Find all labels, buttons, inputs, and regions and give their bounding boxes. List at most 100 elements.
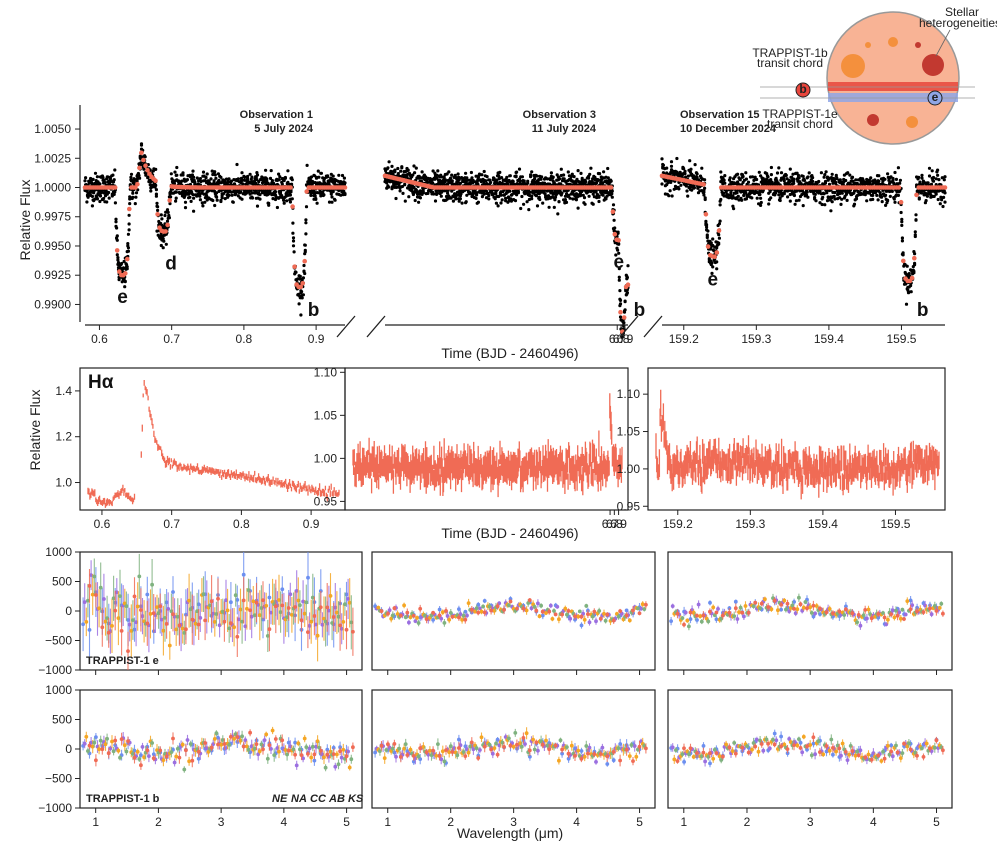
y-tick-label: 0.9975: [34, 210, 71, 224]
observation-date: 11 July 2024: [532, 123, 597, 135]
binned-point: [133, 185, 138, 190]
binned-point: [912, 255, 917, 261]
stellar-spot: [888, 37, 898, 47]
x-tick-label: 0.8: [233, 517, 250, 531]
spectrum-points-KS: [87, 584, 355, 653]
x-tick-label: 0.9: [303, 517, 320, 531]
binned-point: [304, 189, 310, 194]
x-tick-label: 0.6: [91, 332, 108, 346]
binned-point: [143, 163, 148, 168]
spectrum-panel-1-3: [667, 551, 953, 675]
transit-label-b: b: [634, 300, 646, 321]
x-tick-label: 6.9: [610, 517, 627, 531]
binned-point: [145, 167, 150, 173]
x-tick-label: 159.4: [808, 517, 838, 531]
binned-point: [137, 165, 142, 171]
y-tick-label: 0.95: [617, 499, 641, 513]
x-tick-label: 6.7: [602, 517, 619, 531]
x-tick-label: 159.2: [669, 332, 699, 346]
spectrum-points-NA: [670, 598, 941, 628]
binned-point: [705, 244, 711, 249]
star-disk: [826, 11, 960, 145]
x-tick-label: 4: [870, 815, 877, 829]
binned-point: [135, 181, 140, 187]
binned-point: [155, 212, 160, 217]
y-axis-title: Relative Flux: [27, 390, 43, 471]
legend-CC: CC: [310, 793, 327, 805]
e-transit-chord: [828, 93, 958, 102]
binned-point: [909, 275, 915, 281]
binned-point: [302, 258, 308, 264]
spectrum-points-AB: [378, 731, 647, 764]
x-tick-label: 3: [807, 815, 814, 829]
x-tick-label: 4: [281, 815, 288, 829]
x-axis-title: Time (BJD - 2460496): [441, 525, 578, 541]
stellar-spot: [841, 54, 865, 78]
halpha-panel-1: [75, 367, 346, 515]
spectrum-panel-1-2: [371, 551, 656, 675]
x-tick-label: 159.5: [886, 332, 916, 346]
y-tick-label: 1000: [45, 683, 72, 697]
binned-point: [898, 199, 904, 205]
y-tick-label: 0: [65, 604, 72, 618]
x-tick-label: 6.8: [606, 517, 623, 531]
panel-frame: [79, 367, 346, 511]
planet-e-label: e: [932, 90, 939, 104]
y-tick-label: 1.0: [55, 476, 72, 490]
x-tick-label: 5: [636, 815, 643, 829]
x-tick-label: 2: [155, 815, 162, 829]
y-tick-label: 1.10: [617, 387, 641, 401]
axis-break: [366, 315, 386, 338]
raw-flux-points: [660, 156, 947, 306]
axis-break: [619, 315, 639, 338]
y-tick-label: 1.00: [617, 462, 641, 476]
stellar-spot: [922, 54, 944, 76]
binned-point: [714, 250, 720, 255]
binned-point: [612, 231, 618, 237]
b-chord-label: transit chord: [757, 56, 823, 70]
x-tick-label: 3: [218, 815, 225, 829]
spectrum-points-KS: [675, 735, 945, 763]
binned-point: [703, 212, 709, 217]
halpha-label: Hα: [88, 372, 114, 393]
binned-point: [712, 254, 717, 259]
stellar-spot: [906, 116, 918, 128]
binned-point: [123, 271, 128, 276]
x-tick-label: 1: [384, 815, 391, 829]
x-tick-label: 5: [933, 815, 940, 829]
binned-point: [300, 281, 306, 286]
binned-point: [625, 282, 631, 288]
stellar-spot: [867, 114, 879, 126]
axis-break: [643, 315, 663, 338]
x-tick-label: 159.4: [814, 332, 844, 346]
planet-e: [927, 90, 943, 106]
y-tick-label: 1.4: [55, 384, 72, 398]
spectrum-panel-2-1: [75, 689, 363, 813]
binned-point: [608, 185, 614, 190]
transit-label-e: e: [117, 287, 128, 308]
binned-point: [153, 178, 158, 183]
x-tick-label: 5: [343, 815, 350, 829]
binned-point: [610, 209, 616, 214]
x-tick-label: 159.2: [663, 517, 693, 531]
halpha-points: [655, 389, 940, 500]
spectrum-points-KS: [379, 598, 648, 623]
y-tick-label: 500: [52, 713, 72, 727]
y-tick-label: 1.05: [617, 425, 641, 439]
legend-AB: AB: [328, 793, 345, 805]
y-tick-label: 1.0050: [34, 122, 71, 136]
b-transit-chord: [828, 82, 958, 91]
binned-point: [616, 238, 621, 243]
x-axis-title: Time (BJD - 2460496): [441, 345, 578, 361]
binned-point: [342, 185, 348, 190]
x-tick-label: 2: [447, 815, 454, 829]
y-tick-label: 0.9900: [34, 297, 71, 311]
x-tick-label: 6.7: [609, 332, 626, 346]
y-tick-label: 500: [52, 575, 72, 589]
legend-NE: NE: [272, 793, 288, 805]
binned-point: [114, 248, 120, 253]
x-tick-label: 159.3: [741, 332, 771, 346]
y-tick-label: 1.05: [314, 408, 338, 422]
x-tick-label: 2: [744, 815, 751, 829]
